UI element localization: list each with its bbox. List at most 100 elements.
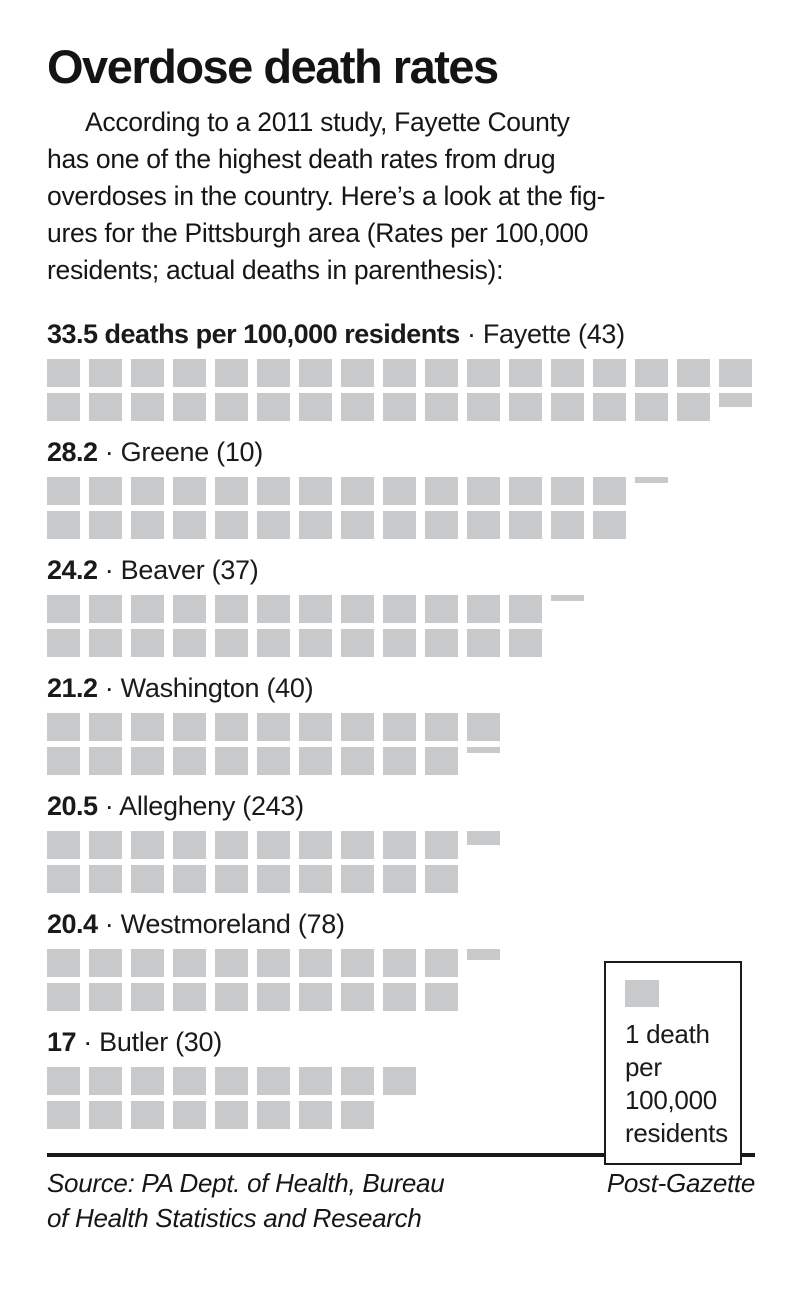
county-label: 28.2 · Greene (10)	[47, 437, 755, 467]
death-square	[89, 359, 122, 387]
publisher-credit: Post-Gazette	[606, 1168, 755, 1198]
death-square	[215, 713, 248, 741]
death-square	[89, 1101, 122, 1129]
death-square	[47, 511, 80, 539]
partial-death-square-fill	[467, 747, 500, 753]
death-square	[131, 359, 164, 387]
chart-title: Overdose death rates	[47, 40, 499, 93]
death-square	[299, 949, 332, 977]
death-square	[215, 1101, 248, 1129]
death-square	[593, 393, 626, 421]
county-block: 21.2 · Washington (40)	[47, 673, 755, 775]
partial-death-square	[467, 747, 500, 775]
death-square	[131, 477, 164, 505]
death-square	[215, 629, 248, 657]
death-square	[425, 949, 458, 977]
footer: Source: PA Dept. of Health, Bureau of He…	[47, 1166, 755, 1236]
death-square	[425, 865, 458, 893]
death-square	[467, 393, 500, 421]
county-label: 24.2 · Beaver (37)	[47, 555, 755, 585]
death-square	[383, 831, 416, 859]
county-label: 17 · Butler (30)	[47, 1027, 755, 1057]
waffle-row	[47, 1067, 755, 1095]
death-square	[257, 713, 290, 741]
death-square	[173, 831, 206, 859]
death-square	[173, 1101, 206, 1129]
source-line-2: of Health Statistics and Research	[47, 1203, 422, 1233]
death-square	[173, 713, 206, 741]
death-square	[89, 865, 122, 893]
death-square	[257, 1067, 290, 1095]
death-square	[215, 511, 248, 539]
death-square	[47, 629, 80, 657]
death-square	[551, 359, 584, 387]
waffle-row	[47, 359, 755, 387]
county-rate: 28.2	[47, 437, 98, 467]
waffle-row	[47, 713, 755, 741]
death-square	[719, 359, 752, 387]
death-square	[257, 393, 290, 421]
source-line-1: Source: PA Dept. of Health, Bureau	[47, 1168, 445, 1198]
intro-line-2: has one of the highest death rates from …	[47, 144, 556, 174]
waffle-row	[47, 865, 755, 893]
death-square	[173, 949, 206, 977]
waffle-row	[47, 747, 755, 775]
separator-dot: ·	[76, 1027, 100, 1057]
county-label: 21.2 · Washington (40)	[47, 673, 755, 703]
death-square	[89, 511, 122, 539]
waffle-row	[47, 831, 755, 859]
death-square	[257, 747, 290, 775]
county-label: 33.5 deaths per 100,000 residents · Faye…	[47, 319, 755, 349]
county-name: Westmoreland (78)	[120, 909, 345, 939]
partial-death-square-fill	[635, 477, 668, 483]
intro-line-5: residents; actual deaths in parenthesis)…	[47, 255, 504, 285]
death-square	[257, 511, 290, 539]
death-square	[131, 629, 164, 657]
death-square	[257, 629, 290, 657]
county-rate: 20.5	[47, 791, 98, 821]
partial-death-square-fill	[719, 393, 752, 407]
death-square	[257, 477, 290, 505]
death-square	[47, 831, 80, 859]
partial-death-square-fill	[467, 949, 500, 960]
death-square	[131, 393, 164, 421]
death-square	[467, 595, 500, 623]
separator-dot: ·	[97, 673, 121, 703]
separator-dot: ·	[97, 437, 121, 467]
death-square	[131, 949, 164, 977]
county-name: Butler (30)	[99, 1027, 222, 1057]
death-square	[425, 359, 458, 387]
death-square	[383, 595, 416, 623]
death-square	[257, 949, 290, 977]
death-square	[299, 713, 332, 741]
death-square	[257, 983, 290, 1011]
death-square	[173, 477, 206, 505]
death-square	[425, 511, 458, 539]
death-square	[173, 983, 206, 1011]
separator-dot: ·	[459, 319, 483, 349]
death-square	[47, 713, 80, 741]
death-square	[299, 747, 332, 775]
death-square	[215, 477, 248, 505]
death-square	[173, 511, 206, 539]
waffle-row	[47, 595, 755, 623]
death-square	[47, 393, 80, 421]
death-square	[89, 713, 122, 741]
death-square	[341, 629, 374, 657]
death-square	[425, 713, 458, 741]
waffle-row	[47, 511, 755, 539]
death-square	[425, 477, 458, 505]
death-square	[257, 865, 290, 893]
death-square	[383, 393, 416, 421]
waffle-row	[47, 393, 755, 421]
death-square	[215, 1067, 248, 1095]
death-square	[383, 477, 416, 505]
death-square	[215, 865, 248, 893]
death-square	[47, 983, 80, 1011]
death-square	[341, 983, 374, 1011]
death-square	[467, 713, 500, 741]
death-square	[47, 949, 80, 977]
death-square	[89, 1067, 122, 1095]
waffle-row	[47, 1101, 755, 1129]
death-square	[341, 713, 374, 741]
